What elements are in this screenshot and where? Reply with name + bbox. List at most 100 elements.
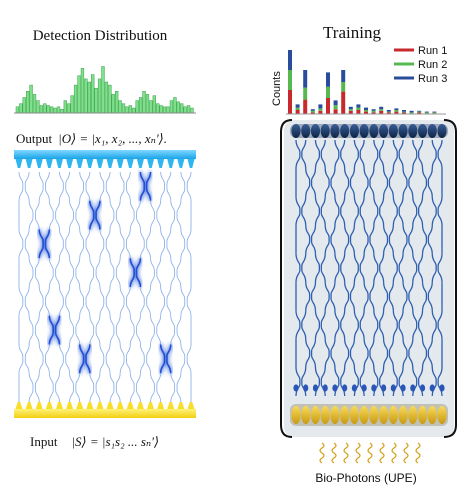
waveguide-coupler	[186, 171, 192, 201]
waveguide-coupler	[170, 315, 176, 345]
waveguide-coupler	[139, 229, 145, 259]
histogram-bar	[125, 106, 129, 114]
waveguide-coupler	[69, 258, 74, 288]
detector-cylinder	[408, 124, 418, 138]
source-pixel	[66, 402, 74, 409]
trainable-coupler	[382, 225, 389, 254]
trainable-coupler	[392, 196, 398, 226]
trainable-coupler	[310, 225, 317, 254]
histogram-bar	[145, 94, 150, 114]
waveguide-coupler	[79, 286, 85, 316]
stacked-bar-segment	[394, 111, 399, 114]
waveguide-coupler	[48, 315, 54, 345]
waveguide-coupler	[136, 373, 141, 403]
trainable-coupler	[320, 253, 326, 283]
trainable-coupler	[310, 339, 317, 368]
stacked-bar-segment	[348, 110, 353, 114]
histogram-bar	[128, 105, 133, 114]
trainable-coupler	[431, 253, 437, 283]
waveguide-coupler	[34, 258, 40, 288]
trainable-coupler	[427, 339, 433, 368]
waveguide-coupler	[54, 315, 61, 345]
source-pixel	[167, 402, 175, 409]
detection-distribution-title: Detection Distribution	[33, 28, 168, 44]
detector-cylinder	[291, 124, 301, 138]
trainable-coupler	[408, 225, 414, 254]
stacked-bar-segment	[303, 87, 308, 100]
detector-pixel	[66, 159, 74, 168]
output-state: |O⟩ = |x₁, x₂, ..., xₙ'⟩.	[58, 131, 167, 146]
trainable-coupler	[349, 225, 356, 254]
stacked-bar-segment	[310, 112, 315, 114]
trainable-coupler	[349, 339, 356, 368]
detector-pixel	[15, 159, 23, 168]
histogram-bar	[39, 105, 44, 114]
waveguide-coupler	[166, 171, 172, 201]
waveguide-coupler	[59, 171, 64, 201]
waveguide-coupler	[24, 344, 30, 374]
photon-squiggle	[367, 442, 373, 464]
trainable-coupler	[344, 282, 350, 311]
stacked-bar-segment	[310, 110, 315, 113]
stacked-bar-segment	[288, 50, 292, 70]
waveguide-coupler	[129, 258, 135, 288]
stacked-bar-segment	[417, 112, 422, 114]
waveguide-coupler	[115, 258, 121, 288]
histogram-bar	[149, 100, 153, 114]
source-pixel	[177, 402, 185, 409]
stacked-bar-segment	[356, 107, 361, 110]
trainable-coupler	[398, 139, 404, 169]
source-cylinder	[379, 406, 389, 424]
stacked-bar-segment	[288, 70, 292, 90]
histogram-bar	[152, 95, 156, 114]
trainable-coupler	[417, 139, 424, 169]
stacked-bar-segment	[341, 91, 346, 114]
stacked-bar-segment	[402, 111, 406, 113]
stacked-bar-segment	[295, 104, 300, 108]
source-pixel	[157, 402, 165, 409]
chip-panel	[284, 120, 454, 437]
waveguide-coupler	[170, 200, 176, 230]
detector-pixel	[147, 159, 155, 168]
detector-pixel	[157, 159, 165, 168]
stacked-bar-segment	[424, 112, 429, 114]
trainable-coupler	[330, 168, 336, 197]
histogram-bar	[19, 103, 23, 114]
histogram-bar	[132, 107, 136, 114]
waveguide-coupler	[65, 344, 71, 374]
trainable-coupler	[417, 310, 424, 340]
trainable-coupler	[373, 196, 379, 226]
trainable-coupler	[359, 310, 365, 340]
trainable-coupler	[437, 139, 443, 169]
photon-squiggle	[415, 442, 421, 464]
trainable-coupler	[388, 339, 394, 368]
waveguide-coupler	[139, 171, 146, 201]
waveguide-coupler	[38, 344, 44, 374]
waveguide-coupler	[180, 286, 186, 316]
detector-cylinder	[437, 124, 447, 138]
waveguide-coupler	[180, 229, 186, 259]
waveguide-coupler	[99, 344, 105, 374]
trainable-coupler	[412, 139, 418, 169]
stacked-bar-segment	[402, 110, 406, 112]
histogram-bar	[118, 100, 122, 114]
bio-photon-emitters	[319, 442, 421, 464]
histogram-bar	[101, 66, 105, 114]
trainable-coupler	[379, 253, 385, 283]
histogram-bar	[173, 97, 177, 114]
waveguide-coupler	[89, 315, 95, 345]
stacked-bar-segment	[371, 112, 376, 114]
source-cylinder	[291, 406, 301, 424]
source-cylinder	[310, 406, 321, 424]
source-pixel	[136, 402, 144, 409]
input-bead	[312, 384, 319, 392]
waveguide-coupler	[59, 286, 64, 316]
trainable-coupler	[359, 139, 365, 169]
stacked-bar-segment	[364, 110, 368, 112]
trainable-coupler	[340, 253, 346, 283]
waveguide-coupler	[79, 229, 85, 259]
detector-pixel	[76, 159, 84, 168]
trainable-coupler	[398, 310, 404, 340]
trainable-coupler	[398, 253, 404, 283]
waveguide-coupler	[156, 373, 162, 403]
